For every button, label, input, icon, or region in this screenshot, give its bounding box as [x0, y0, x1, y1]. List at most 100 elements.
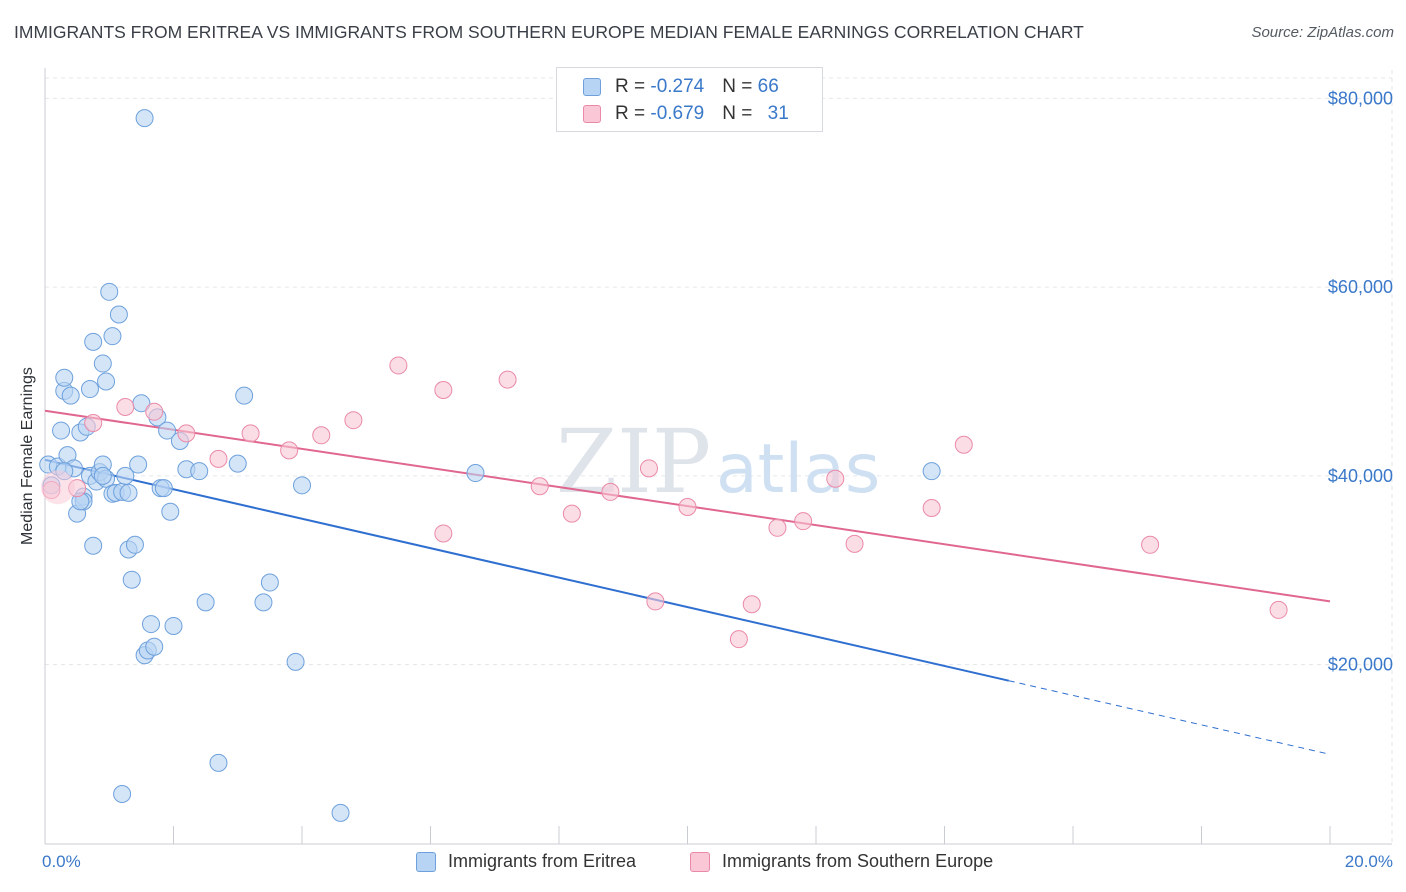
n-label: N = [722, 103, 758, 124]
data-point [109, 305, 128, 324]
data-point [235, 386, 254, 405]
data-point [93, 354, 112, 373]
data-point [190, 462, 209, 481]
data-point [331, 803, 350, 822]
data-point [209, 753, 228, 772]
legend-label-southern-europe: Immigrants from Southern Europe [722, 851, 994, 871]
data-point [55, 368, 74, 387]
data-point [84, 332, 103, 351]
r-label: R = [615, 103, 651, 124]
data-point [129, 455, 148, 474]
stats-legend: R = -0.274 N = 66 R = -0.679 N = 31 [556, 67, 823, 132]
data-point [103, 327, 122, 346]
data-point [312, 426, 331, 445]
data-point [845, 534, 864, 553]
n-label: N = [722, 76, 758, 97]
data-point [145, 402, 164, 421]
data-point [209, 449, 228, 468]
grid-lines [45, 70, 1393, 844]
southern-europe-legend-swatch [690, 851, 710, 872]
data-point [161, 502, 180, 521]
watermark: ZIP atlas [556, 410, 880, 513]
data-point [84, 536, 103, 555]
data-point [678, 498, 697, 517]
data-point [116, 466, 135, 485]
y-tick-label: $40,000 [1328, 466, 1393, 486]
data-point [729, 630, 748, 649]
data-point [293, 476, 311, 495]
n-value: 66 [757, 76, 779, 97]
data-point [286, 652, 305, 671]
data-point [80, 380, 99, 399]
data-point [116, 397, 135, 416]
data-point [61, 386, 80, 405]
axes [44, 68, 1392, 845]
legend-item-eritrea[interactable]: Immigrants from Eritrea [416, 851, 636, 872]
r-label: R = [615, 76, 651, 97]
data-point [154, 479, 173, 498]
data-point [280, 441, 299, 460]
legend-label-eritrea: Immigrants from Eritrea [448, 851, 637, 871]
x-tick-label-max: 20.0% [1344, 852, 1393, 871]
data-point [254, 593, 273, 612]
data-point [164, 616, 183, 635]
data-point [794, 512, 813, 531]
data-point [125, 535, 144, 554]
y-tick-label: $80,000 [1328, 88, 1393, 108]
eritrea-legend-swatch [416, 851, 436, 872]
cluster-blob [40, 470, 75, 505]
data-point [52, 421, 71, 440]
data-point [145, 637, 164, 656]
stats-legend-row-southern-europe: R = -0.679 N = 31 [583, 101, 789, 127]
data-point [530, 477, 549, 496]
data-point [768, 518, 787, 537]
data-point [742, 595, 761, 614]
data-point [389, 356, 408, 375]
data-point [1269, 600, 1288, 619]
data-point [113, 784, 132, 803]
data-point [228, 454, 247, 473]
x-tick-label-min: 0.0% [42, 852, 81, 871]
data-point [196, 593, 215, 612]
data-point [135, 109, 154, 128]
data-point [177, 424, 196, 443]
southern-europe-swatch [583, 105, 601, 123]
r-value: -0.274 [650, 76, 705, 97]
watermark-zip: ZIP [556, 410, 711, 513]
n-value: 31 [767, 103, 789, 124]
data-points [39, 109, 1288, 822]
data-point [84, 414, 103, 433]
data-point [562, 504, 581, 523]
data-point [434, 380, 453, 399]
data-point [93, 466, 112, 485]
y-tick-label: $60,000 [1328, 277, 1393, 297]
data-point [100, 282, 119, 301]
r-value: -0.679 [650, 103, 705, 124]
source-credit: Source: ZipAtlas.com [1251, 24, 1394, 41]
stats-legend-row-eritrea: R = -0.274 N = 66 [583, 74, 779, 100]
trend-line-extension-0 [1008, 680, 1331, 755]
data-point [158, 421, 177, 440]
data-point [122, 570, 141, 589]
data-point [498, 370, 517, 389]
y-tick-labels: $20,000 $40,000 $60,000 $80,000 [1328, 88, 1393, 674]
data-point [954, 435, 973, 454]
trend-line-0 [44, 458, 1009, 682]
data-point [922, 498, 941, 517]
chart-title: IMMIGRANTS FROM ERITREA VS IMMIGRANTS FR… [14, 22, 1084, 42]
data-point [97, 372, 116, 391]
eritrea-swatch [583, 78, 601, 96]
series-legend: Immigrants from Eritrea Immigrants from … [0, 851, 1406, 877]
data-point [601, 482, 620, 501]
data-point [241, 424, 260, 443]
watermark-atlas: atlas [716, 430, 880, 509]
data-point [922, 462, 941, 481]
data-point [826, 469, 845, 488]
data-point [646, 592, 665, 611]
data-point [260, 573, 279, 592]
legend-item-southern-europe[interactable]: Immigrants from Southern Europe [690, 851, 993, 872]
data-point [639, 459, 658, 478]
data-point [1141, 535, 1160, 554]
data-point [142, 615, 161, 634]
